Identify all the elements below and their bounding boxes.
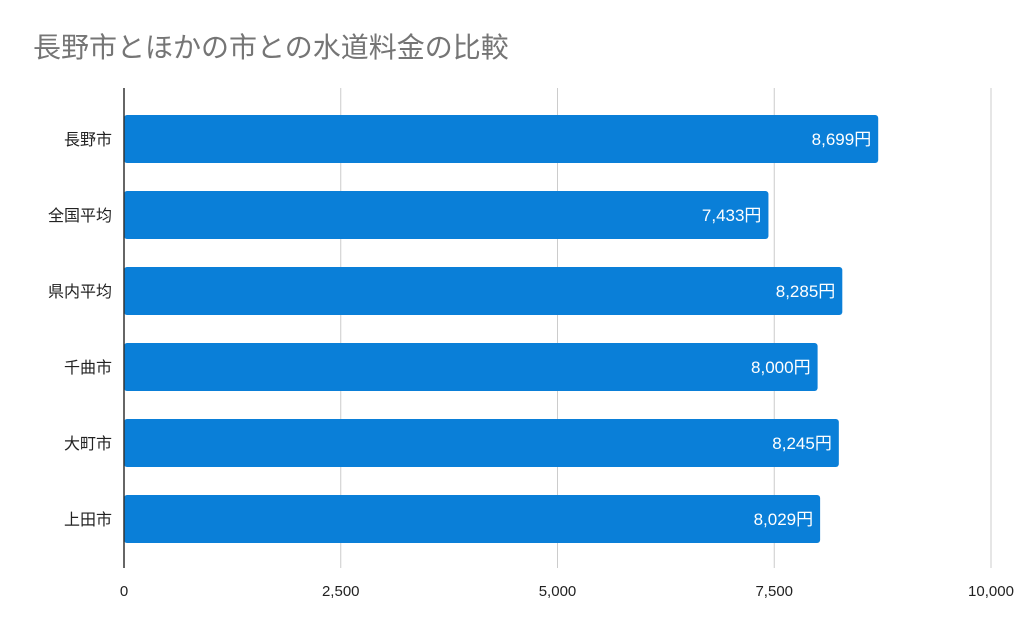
- y-category-label: 千曲市: [64, 358, 112, 377]
- bar: [124, 419, 839, 467]
- x-tick-label: 0: [120, 583, 128, 600]
- x-tick-label: 2,500: [322, 583, 360, 600]
- bar: [124, 115, 879, 163]
- data-label: 8,245円: [772, 434, 832, 453]
- data-label: 8,699円: [812, 130, 872, 149]
- y-category-label: 県内平均: [48, 282, 112, 301]
- data-label: 8,285円: [776, 282, 836, 301]
- bar: [124, 191, 769, 239]
- y-category-label: 大町市: [64, 434, 112, 453]
- y-category-label: 上田市: [64, 510, 112, 529]
- x-tick-label: 10,000: [968, 583, 1014, 600]
- y-category-label: 長野市: [64, 130, 112, 149]
- data-label: 7,433円: [702, 206, 762, 225]
- bar: [124, 267, 843, 315]
- x-tick-label: 5,000: [539, 583, 577, 600]
- bar: [124, 343, 818, 391]
- x-tick-label: 7,500: [755, 583, 793, 600]
- data-label: 8,000円: [751, 358, 811, 377]
- chart-title: 長野市とほかの市との水道料金の比較: [33, 31, 509, 64]
- y-category-label: 全国平均: [48, 206, 112, 225]
- data-label: 8,029円: [754, 510, 814, 529]
- bar: [124, 495, 821, 543]
